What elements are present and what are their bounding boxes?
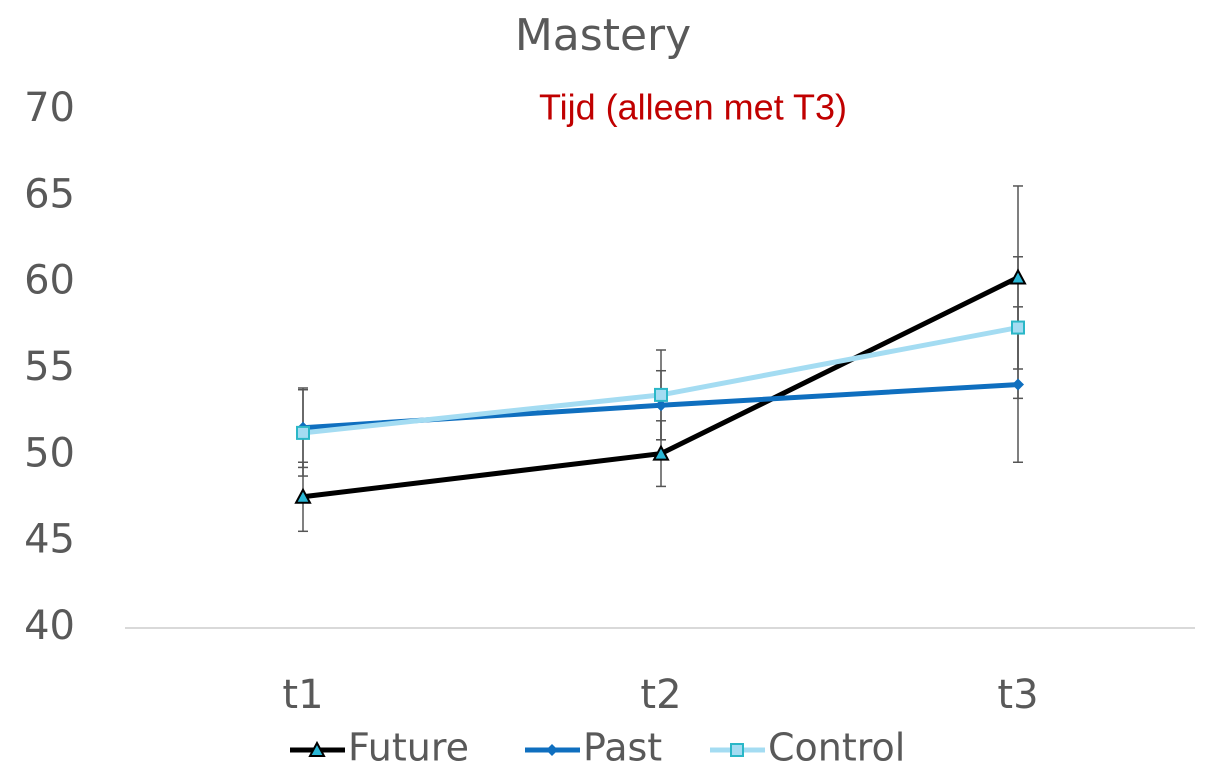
point [1009,268,1027,285]
chart-subtitle: Tijd (alleen met T3) [539,87,847,128]
y-tick-label: 40 [24,603,75,649]
point [652,444,670,461]
point [655,399,667,412]
legend-label: Control [768,726,905,770]
y-tick-label: 50 [24,430,75,476]
chart-title: Mastery [515,10,691,61]
y-tick-label: 65 [24,171,75,217]
y-tick-label: 60 [24,258,75,304]
legend-label: Future [348,726,469,770]
x-tick-label: t1 [282,672,323,718]
y-tick-label: 70 [24,85,75,131]
point [1012,378,1024,391]
legend-marker [546,744,558,756]
y-tick-label: 55 [24,344,75,390]
point [1011,320,1025,335]
point [294,487,312,504]
y-tick-label: 45 [24,517,75,563]
x-tick-label: t2 [640,672,681,718]
legend-marker [308,740,326,757]
legend-marker [730,743,744,757]
x-tick-label: t3 [997,672,1038,718]
legend-label: Past [583,726,662,770]
point [296,425,310,440]
point [654,387,668,402]
